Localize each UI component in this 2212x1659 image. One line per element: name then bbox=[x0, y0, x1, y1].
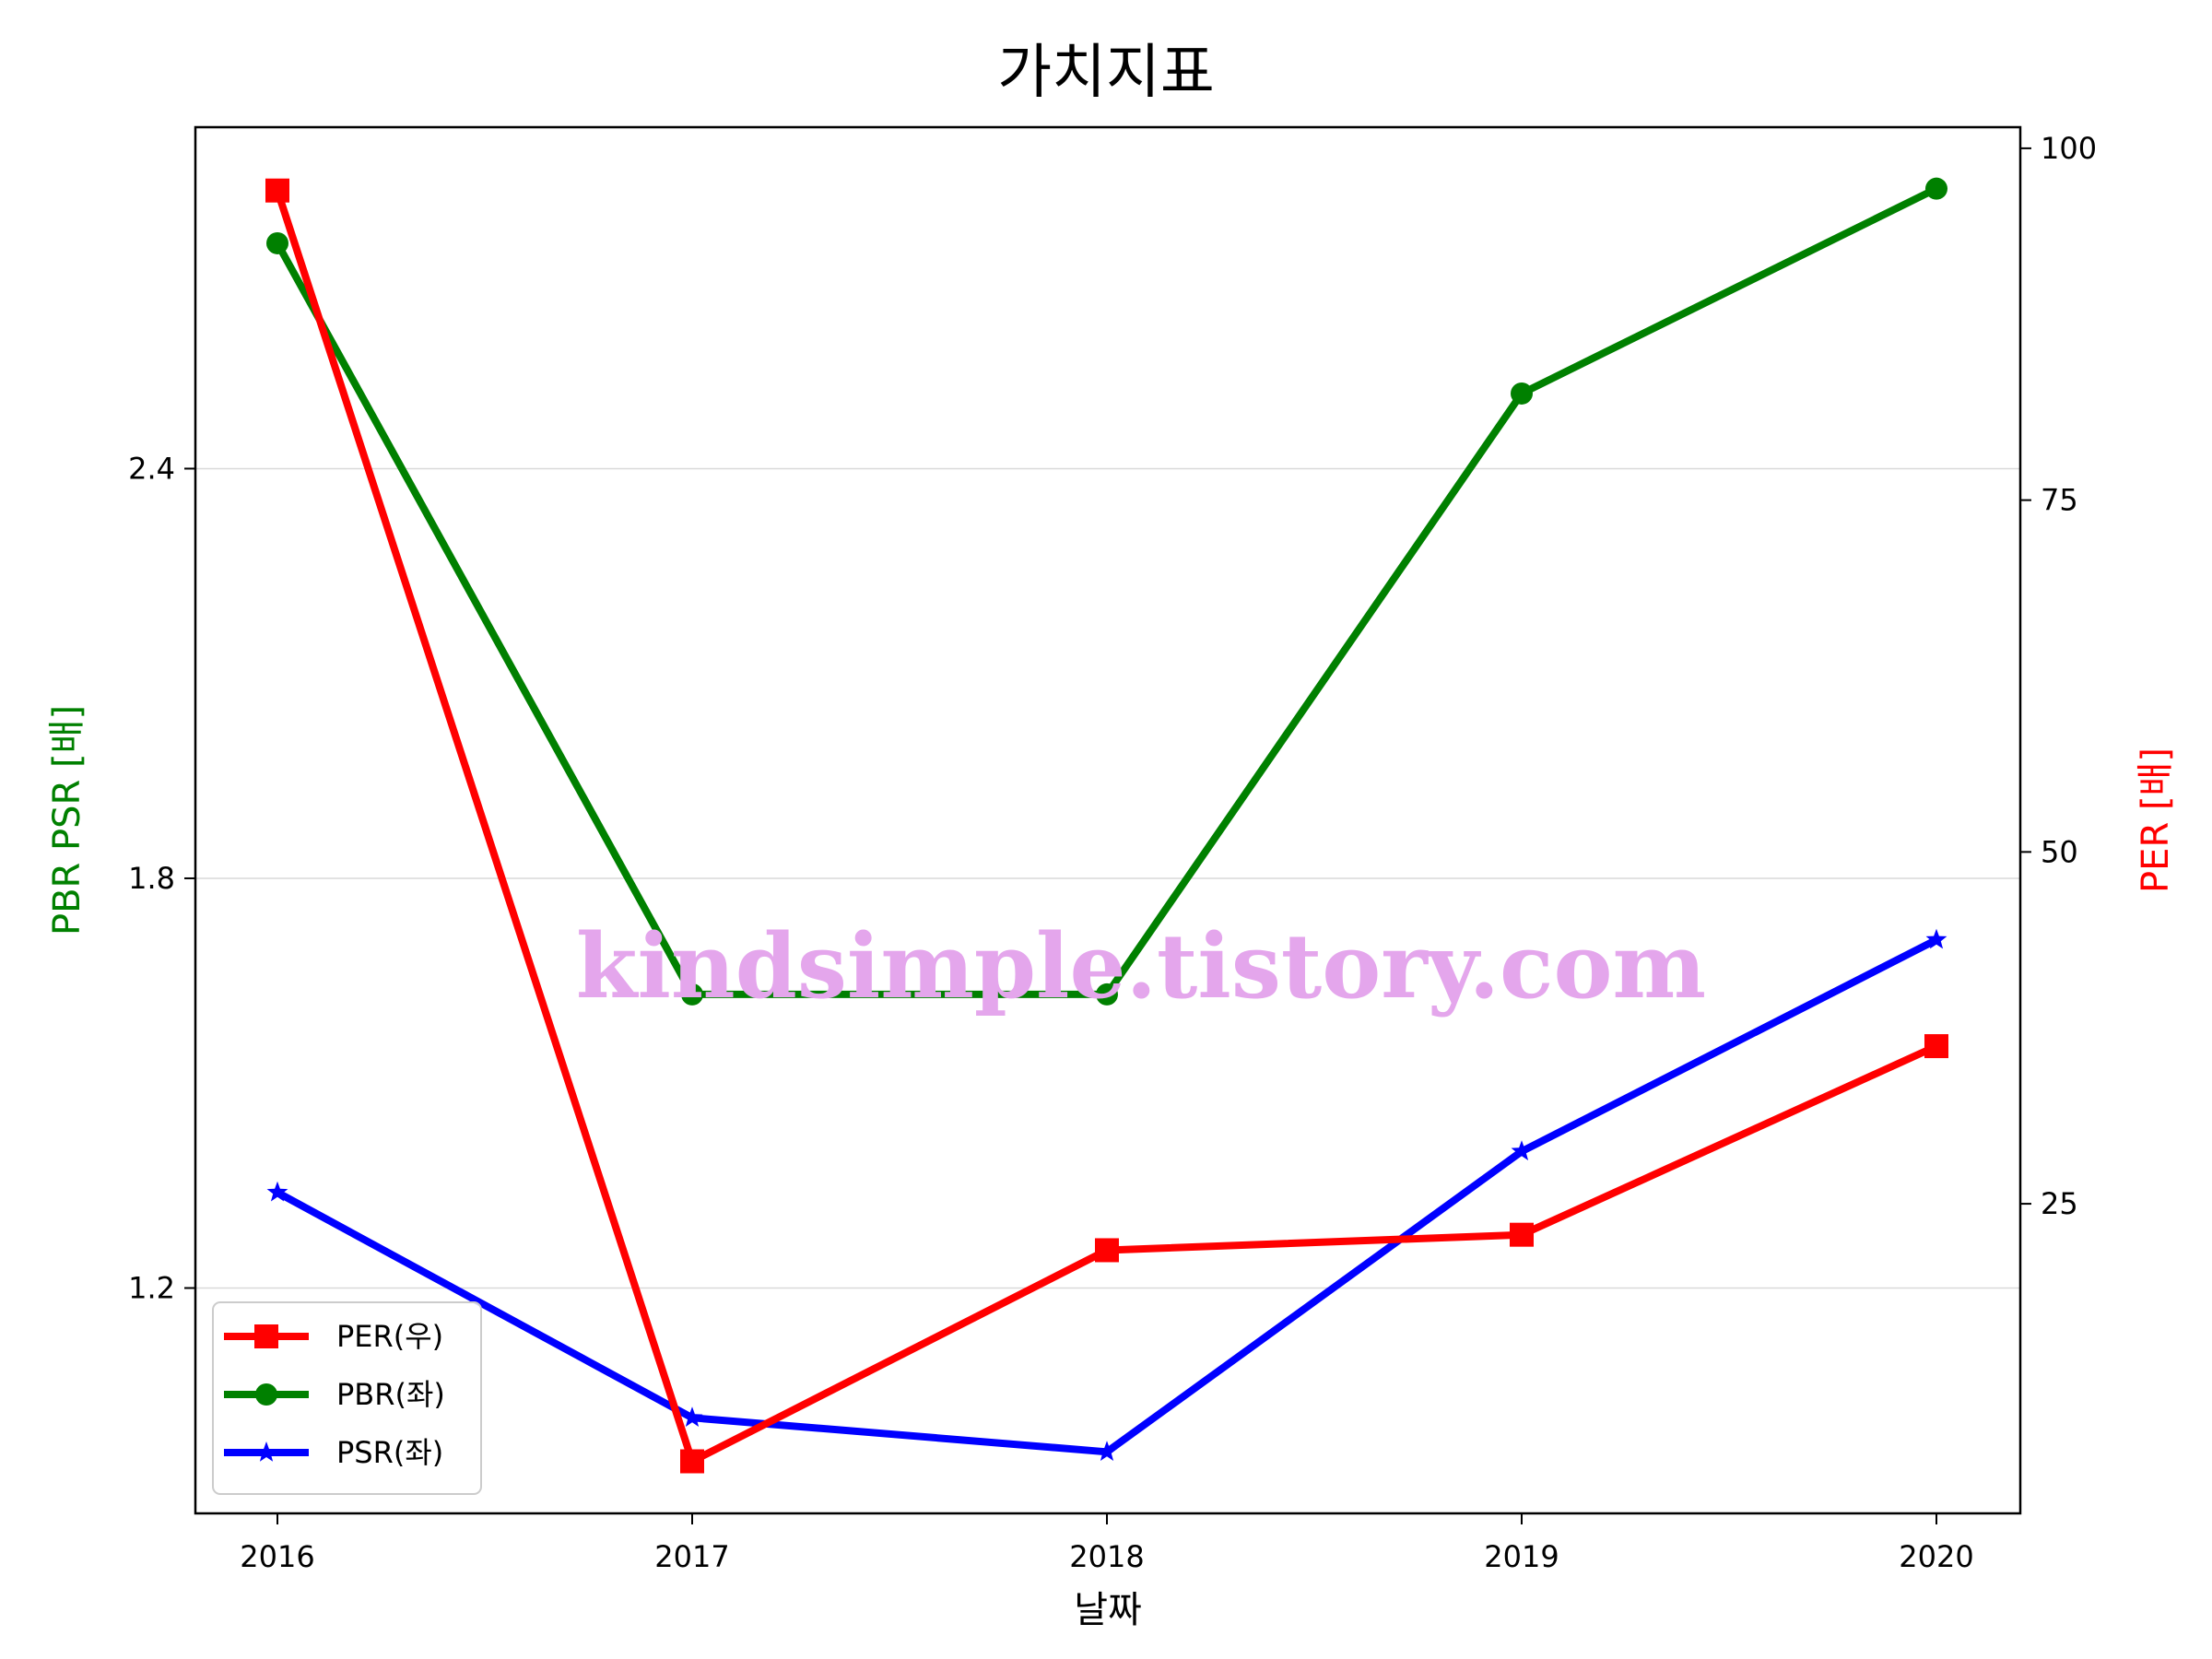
series-per bbox=[265, 178, 1948, 1474]
left-axis-label: PBR PSR [배] bbox=[46, 705, 88, 935]
data-point-pbr-2016 bbox=[266, 231, 288, 254]
data-point-psr-2016 bbox=[266, 1181, 288, 1202]
data-point-per-2017 bbox=[680, 1449, 704, 1474]
chart-title: 가치지표 bbox=[997, 39, 1215, 107]
legend-label-psr: PSR(좌) bbox=[336, 1435, 443, 1470]
left-tick-label-1.2: 1.2 bbox=[128, 1271, 175, 1306]
data-point-pbr-2017 bbox=[681, 982, 703, 1006]
data-point-per-2016 bbox=[265, 178, 289, 203]
data-point-per-2018 bbox=[1095, 1238, 1119, 1263]
series-line-per bbox=[274, 189, 1938, 1465]
right-tick-label-100: 100 bbox=[2041, 131, 2097, 166]
data-point-pbr-2018 bbox=[1096, 982, 1118, 1006]
data-point-pbr-2020 bbox=[1925, 177, 1947, 200]
watermark: kindsimple.tistory.com bbox=[576, 914, 1706, 1018]
right-tick-label-75: 75 bbox=[2041, 483, 2078, 518]
x-tick-label-2018: 2018 bbox=[1069, 1539, 1144, 1574]
data-point-psr-2017 bbox=[681, 1406, 703, 1427]
series-line-pbr bbox=[274, 185, 1938, 998]
left-tick-label-1.8: 1.8 bbox=[128, 861, 175, 896]
legend-box bbox=[212, 1301, 482, 1495]
data-point-psr-2019 bbox=[1511, 1140, 1533, 1160]
right-axis-ticks: 25 50 75 100 bbox=[2020, 131, 2097, 1221]
legend-label-pbr: PBR(좌) bbox=[336, 1377, 445, 1412]
x-tick-label-2017: 2017 bbox=[654, 1539, 729, 1574]
legend-marker-per bbox=[254, 1324, 278, 1348]
series-pbr bbox=[266, 177, 1947, 1006]
x-tick-label-2016: 2016 bbox=[240, 1539, 314, 1574]
legend-marker-pbr bbox=[255, 1383, 277, 1406]
legend-label-per: PER(우) bbox=[336, 1319, 443, 1354]
left-axis-ticks: 1.2 1.8 2.4 bbox=[128, 451, 195, 1306]
x-tick-label-2020: 2020 bbox=[1899, 1539, 1973, 1574]
data-point-psr-2018 bbox=[1096, 1441, 1118, 1461]
data-point-per-2019 bbox=[1510, 1222, 1534, 1247]
right-tick-label-25: 25 bbox=[2041, 1186, 2078, 1221]
left-tick-label-2.4: 2.4 bbox=[128, 451, 175, 486]
data-point-pbr-2019 bbox=[1511, 382, 1533, 405]
legend: PER(우) PBR(좌) PSR(좌) bbox=[212, 1301, 482, 1495]
x-tick-label-2019: 2019 bbox=[1484, 1539, 1559, 1574]
right-tick-label-50: 50 bbox=[2041, 834, 2078, 869]
data-point-per-2020 bbox=[1924, 1034, 1948, 1059]
x-axis-label: 날짜 bbox=[1074, 1589, 1142, 1631]
right-axis-label: PER [배] bbox=[2135, 747, 2177, 893]
data-point-psr-2020 bbox=[1925, 928, 1947, 949]
legend-marker-psr bbox=[255, 1441, 277, 1462]
series-psr bbox=[266, 928, 1947, 1461]
series-layer bbox=[265, 177, 1948, 1474]
x-axis-ticks: 2016 2017 2018 2019 2020 bbox=[240, 1513, 1974, 1574]
